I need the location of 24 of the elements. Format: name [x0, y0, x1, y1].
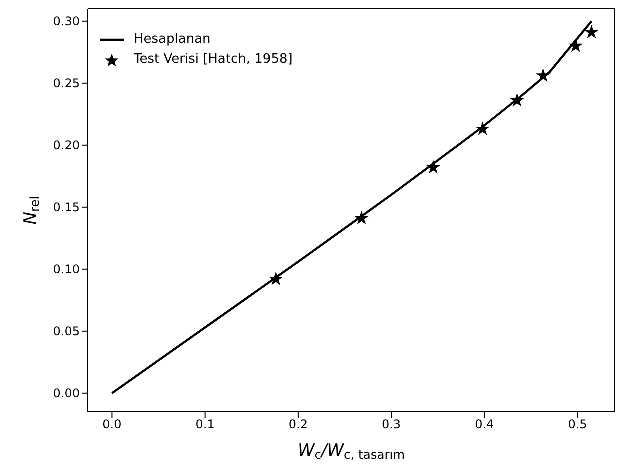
point [584, 25, 599, 39]
y-tick-label: 0.25 [53, 76, 80, 91]
point [426, 160, 441, 174]
point [476, 122, 490, 136]
point [568, 38, 584, 52]
y-tick-label: 0.15 [53, 200, 80, 215]
y-tick-label: 0.30 [53, 14, 80, 29]
legend-label: Test Verisi [Hatch, 1958] [134, 51, 293, 69]
x-tick-label: 0.2 [288, 418, 308, 432]
x-axis-title: W$_{c}$/W$_{c, tasarım}$ [298, 441, 406, 462]
point [354, 211, 369, 225]
point [536, 68, 550, 82]
y-tick-label: 0.05 [53, 324, 80, 339]
x-tick-label: 0.3 [382, 418, 402, 432]
x-tick-label: 0.4 [475, 418, 494, 432]
point [510, 93, 524, 107]
x-tick-label: 0.5 [568, 418, 588, 432]
y-tick-label: 0.10 [53, 262, 80, 277]
x-tick-label: 0.1 [196, 418, 215, 432]
y-tick-label: 0.00 [53, 386, 80, 401]
point [268, 272, 284, 286]
legend-label: Hesaplanan [134, 31, 211, 49]
y-tick-label: 0.20 [53, 138, 80, 153]
x-tick-label: 0.0 [102, 418, 122, 432]
